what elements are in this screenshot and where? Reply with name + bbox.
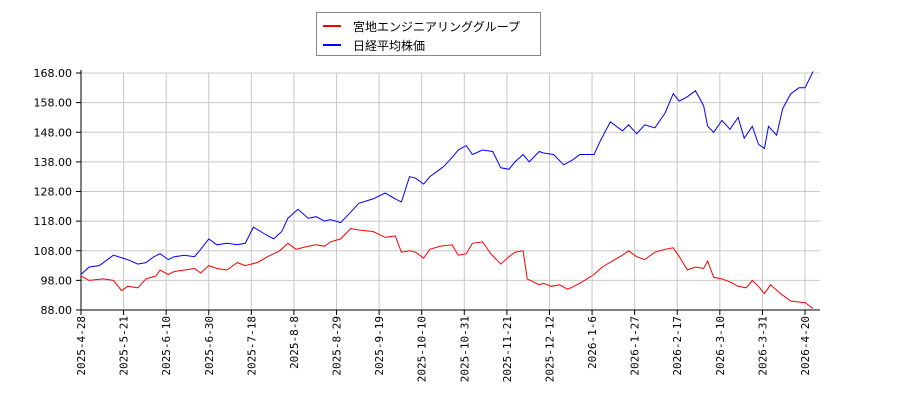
legend-label: 宮地エンジニアリンググループ: [353, 19, 521, 34]
y-tick-label: 108.00: [34, 245, 73, 258]
y-tick-label: 128.00: [34, 186, 73, 199]
y-tick-label: 118.00: [34, 215, 73, 228]
legend-item-miyaji: 宮地エンジニアリンググループ: [323, 17, 520, 35]
x-tick-label: 2025-10-31: [458, 316, 471, 382]
x-tick-label: 2026-2-17: [671, 316, 684, 376]
chart-legend: 宮地エンジニアリンググループ 日経平均株価: [316, 12, 541, 56]
legend-swatch-blue: [323, 44, 341, 46]
x-tick-label: 2025-10-10: [416, 316, 429, 382]
x-tick-label: 2025-6-30: [203, 316, 216, 376]
y-tick-label: 158.00: [34, 97, 73, 110]
x-tick-label: 2026-3-31: [756, 316, 769, 376]
x-tick-label: 2026-1-27: [629, 316, 642, 376]
x-tick-label: 2025-9-19: [373, 316, 386, 376]
x-tick-label: 2025-8-29: [331, 316, 344, 376]
legend-swatch-red: [323, 25, 341, 27]
y-axis: 168.00 158.00 148.00 138.00 128.00 118.00 108.…: [34, 67, 82, 317]
x-tick-label: 2026-4-20: [799, 316, 812, 376]
x-tick-label: 2025-7-18: [245, 316, 258, 376]
x-tick-label: 2026-3-10: [714, 316, 727, 376]
x-tick-label: 2025-6-10: [160, 316, 173, 376]
legend-item-nikkei: 日経平均株価: [323, 36, 425, 54]
x-tick-label: 2025-12-12: [543, 316, 556, 382]
y-tick-label: 148.00: [34, 126, 73, 139]
x-tick-label: 2025-5-21: [118, 316, 131, 376]
x-tick-label: 2025-11-21: [501, 316, 514, 382]
y-tick-label: 138.00: [34, 156, 73, 169]
legend-label: 日経平均株価: [353, 38, 426, 53]
x-axis: 2025-4-28 2025-5-21 2025-6-10 2025-6-30 2025…: [75, 309, 820, 382]
y-tick-label: 98.00: [41, 274, 73, 287]
x-tick-label: 2025-8-8: [288, 316, 301, 369]
y-tick-label: 168.00: [34, 67, 73, 80]
grid-lines: [81, 72, 820, 311]
miyaji-series-line: [80, 227, 814, 309]
y-tick-label: 88.00: [41, 304, 73, 317]
x-tick-label: 2025-4-28: [75, 316, 88, 376]
nikkei-series-line: [80, 71, 814, 275]
series-lines: [80, 71, 814, 309]
x-tick-label: 2026-1-6: [586, 316, 599, 369]
